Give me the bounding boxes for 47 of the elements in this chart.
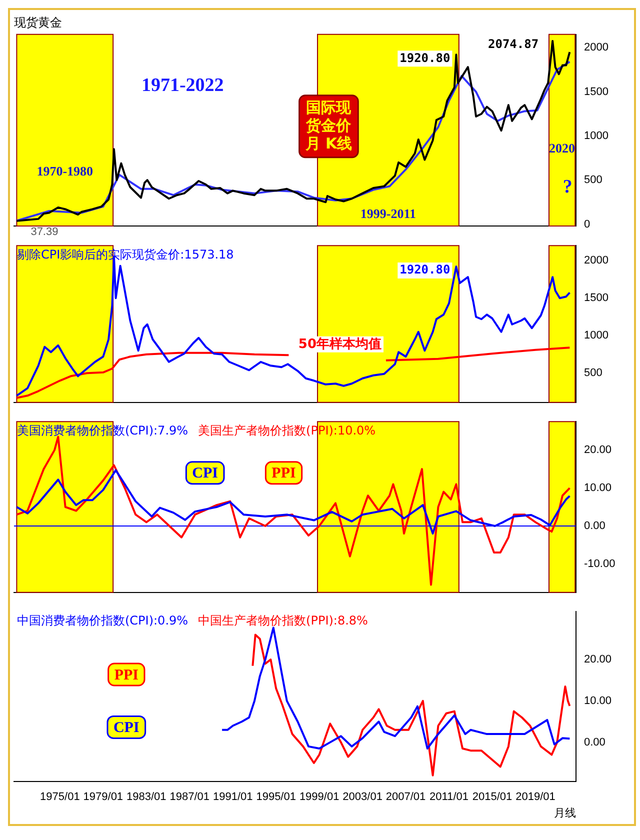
- x-tick-label: 1975/01: [40, 791, 80, 804]
- annotation: 国际现货金价月 K线: [304, 98, 352, 152]
- y-tick-label: 1000: [584, 330, 608, 342]
- annotation: 37.39: [30, 226, 58, 238]
- annotation: CPI: [192, 466, 218, 482]
- x-tick-label: 2019/01: [516, 791, 556, 804]
- x-tick-label: 2011/01: [430, 791, 468, 804]
- x-tick-label: 1983/01: [126, 791, 166, 804]
- x-tick-label: 1987/01: [170, 791, 210, 804]
- band-label: 2020: [549, 140, 576, 156]
- y-tick-label: 0.00: [584, 736, 606, 748]
- annotation: CPI: [113, 720, 140, 736]
- x-tick-label: 1999/01: [299, 791, 340, 804]
- annotation: 50年样本均值: [298, 336, 382, 352]
- annotation: ?: [562, 176, 572, 198]
- y-tick-label: 2000: [584, 42, 608, 54]
- text: 中国生产者物价指数(PPI):8.8%: [198, 614, 368, 628]
- x-tick-label: 1995/01: [256, 791, 296, 804]
- y-tick-label: 10.00: [584, 482, 612, 494]
- y-tick-label: 2000: [584, 254, 608, 267]
- y-tick-label: 20.00: [584, 654, 612, 666]
- y-tick-label: 1500: [584, 86, 608, 98]
- band-label: 1970-1980: [36, 164, 94, 179]
- y-tick-label: 500: [584, 367, 602, 380]
- x-axis-title: 月线: [554, 806, 576, 820]
- annotation: PPI: [114, 667, 139, 684]
- annotation: 1920.80: [400, 50, 450, 65]
- y-tick-label: 500: [584, 174, 602, 186]
- y-tick-label: 1500: [584, 292, 608, 304]
- x-tick-label: 2015/01: [472, 791, 512, 804]
- y-tick-label: 0: [584, 218, 590, 230]
- y-tick-label: 0.00: [584, 520, 606, 532]
- annotation: PPI: [272, 466, 296, 482]
- x-tick-label: 2007/01: [386, 791, 426, 804]
- y-tick-label: 10.00: [584, 694, 612, 707]
- y-tick-label: 1000: [584, 130, 608, 142]
- text: 中国消费者物价指数(CPI):0.9%: [17, 614, 188, 628]
- x-tick-label: 1979/01: [83, 791, 124, 804]
- band-label: 1999-2011: [360, 206, 416, 221]
- y-tick-label: -10.00: [584, 558, 616, 570]
- annotation: 2074.87: [488, 37, 539, 52]
- annotation: 1971-2022: [141, 75, 224, 96]
- chart-title: 现货黄金: [14, 15, 62, 30]
- y-tick-label: 20.00: [584, 444, 612, 456]
- x-tick-label: 2003/01: [342, 791, 382, 804]
- annotation: 1920.80: [400, 262, 450, 277]
- x-tick-label: 1991/01: [212, 791, 253, 804]
